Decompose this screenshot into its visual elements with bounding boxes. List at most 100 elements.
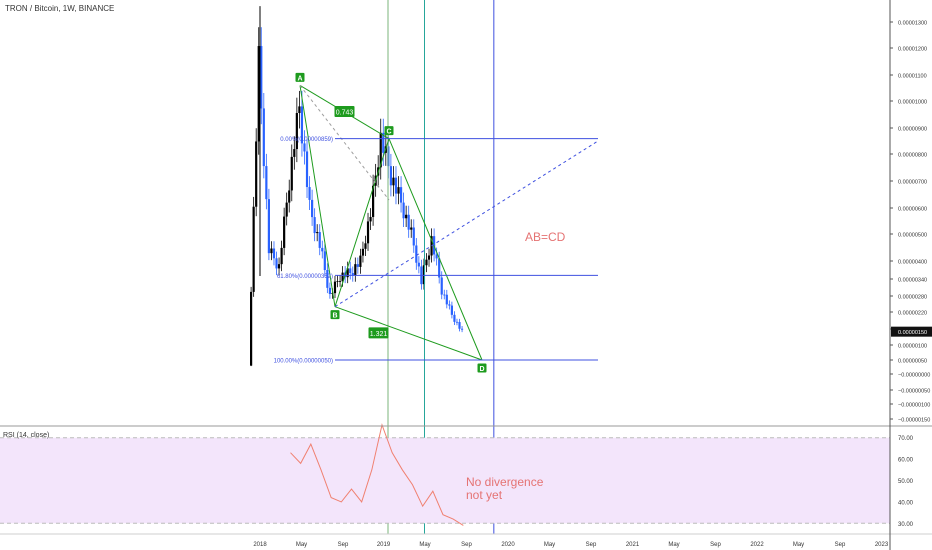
- time-tick-label: 2018: [253, 542, 267, 548]
- pattern-bd-line: [334, 306, 483, 361]
- candle-body: [308, 187, 311, 200]
- candle-body: [354, 264, 357, 276]
- candle-body: [425, 259, 428, 266]
- price-tick-label: 0.00000100: [898, 344, 927, 350]
- last-price-label: 0.00000150: [898, 330, 927, 336]
- candle-body: [341, 272, 344, 282]
- candle-body: [257, 46, 260, 142]
- candle-body: [372, 185, 375, 217]
- candle-body: [455, 321, 459, 323]
- candle-body: [359, 255, 362, 267]
- candle-body: [417, 262, 420, 267]
- candle-body: [270, 248, 273, 254]
- candle-body: [445, 294, 448, 305]
- pattern-dashed-ab: [299, 85, 390, 201]
- candle-body: [295, 113, 298, 150]
- candle-body: [460, 328, 464, 330]
- candle-body: [288, 190, 291, 203]
- candle-body: [450, 305, 453, 315]
- price-tick-label: −0.00000050: [898, 389, 930, 395]
- point-label-b: B: [332, 313, 337, 320]
- candle-body: [336, 281, 339, 282]
- candle-body: [250, 291, 253, 366]
- point-label-c: C: [386, 129, 391, 136]
- candle-body: [364, 243, 367, 249]
- time-tick-label: 2021: [626, 542, 640, 548]
- candle-body: [323, 251, 326, 270]
- time-tick-label: May: [419, 542, 430, 548]
- price-tick-label: 0.00001100: [898, 74, 927, 80]
- point-badge-d[interactable]: [477, 363, 487, 373]
- candle-body: [260, 46, 263, 109]
- candle-body: [321, 247, 324, 252]
- rsi-tick-label: 40.00: [898, 500, 914, 506]
- rsi-pane[interactable]: RSI (14, close) 70.00 60.00 50.00 40.00 30.00…: [0, 423, 914, 528]
- price-tick-label: 0.00000700: [898, 180, 927, 186]
- ratio-label: 1.321: [370, 331, 388, 338]
- candle-body: [326, 270, 329, 288]
- price-tick-label: 0.00000800: [898, 153, 927, 159]
- price-pane[interactable]: A B C D 0.743 1.321 0.00%(0.00000859) 61.80%(0.…: [250, 0, 599, 534]
- price-tick-label: −0.00000150: [898, 418, 930, 424]
- time-tick-label: May: [793, 542, 804, 548]
- candle-body: [305, 151, 309, 188]
- time-axis: 2018 May Sep 2019 May Sep 2020 May Sep 2021 May Sep…: [253, 542, 889, 548]
- price-tick-label: 0.00001000: [898, 100, 927, 106]
- rsi-tick-label: 30.00: [898, 522, 914, 528]
- candle-body: [443, 294, 446, 296]
- candle-body: [389, 166, 392, 186]
- time-tick-label: Sep: [710, 542, 721, 548]
- candle-body: [262, 108, 265, 167]
- pattern-annotation: AB=CD: [525, 230, 566, 244]
- candle-body: [265, 166, 268, 200]
- candles: [250, 6, 464, 367]
- point-badge-c[interactable]: [384, 126, 394, 136]
- candle-body: [405, 214, 408, 219]
- candle-body: [252, 206, 255, 292]
- time-tick-label: May: [668, 542, 679, 548]
- fib-label: 100.00%(0.00000050): [274, 359, 333, 365]
- time-tick-label: 2019: [377, 542, 391, 548]
- candle-body: [399, 187, 403, 203]
- time-tick-label: May: [544, 542, 555, 548]
- rsi-tick-label: 50.00: [898, 479, 914, 485]
- price-tick-label: 0.00000340: [898, 278, 927, 284]
- rsi-band: [0, 437, 890, 524]
- price-tick-label: 0.00000900: [898, 127, 927, 133]
- point-badge-a[interactable]: [295, 72, 305, 82]
- rsi-tick-label: 70.00: [898, 436, 914, 442]
- candle-body: [448, 304, 451, 306]
- candle-body: [338, 281, 342, 282]
- candle-body: [298, 106, 301, 114]
- candle-body: [349, 268, 352, 273]
- candle-body: [283, 216, 286, 248]
- rsi-tick-label: 60.00: [898, 458, 914, 464]
- candle-body: [394, 177, 398, 194]
- fib-label: 61.80%(0.00000352): [277, 274, 333, 280]
- candle-body: [366, 221, 370, 244]
- price-tick-label: 0.00000500: [898, 233, 927, 239]
- candle-body: [427, 255, 431, 260]
- candle-body: [316, 232, 319, 234]
- ratio-badge: [334, 106, 355, 118]
- fib-levels[interactable]: 0.00%(0.00000859) 61.80%(0.00000352) 100.0…: [274, 137, 598, 365]
- price-tick-label: 0.00000220: [898, 311, 927, 317]
- candle-body: [285, 202, 288, 217]
- candle-body: [438, 258, 441, 278]
- candle-body: [290, 156, 293, 191]
- harmonic-pattern[interactable]: A B C D 0.743 1.321: [295, 72, 599, 373]
- time-tick-label: 2023: [875, 542, 889, 548]
- point-badge-b[interactable]: [330, 310, 340, 320]
- last-price-badge: [891, 326, 932, 337]
- time-tick-label: 2022: [750, 542, 764, 548]
- point-label-a: A: [297, 75, 302, 82]
- price-tick-label: 0.00000050: [898, 359, 927, 365]
- point-label-d: D: [479, 366, 484, 373]
- candle-body: [293, 149, 296, 157]
- candle-body: [300, 106, 304, 144]
- time-tick-label: Sep: [338, 542, 349, 548]
- ratio-badge: [368, 327, 389, 339]
- candle-body: [397, 187, 400, 194]
